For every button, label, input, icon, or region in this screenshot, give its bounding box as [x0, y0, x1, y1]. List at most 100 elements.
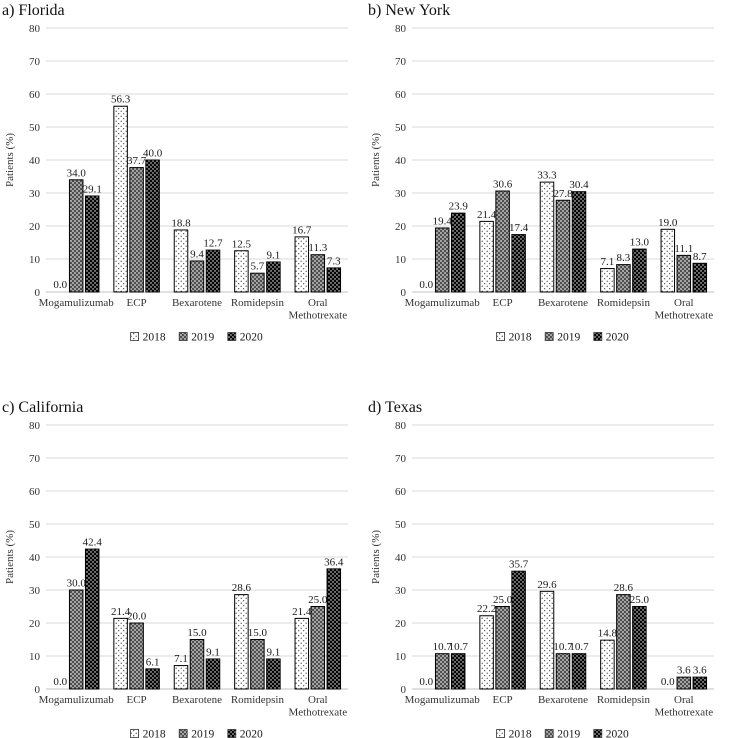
svg-text:Bexarotene: Bexarotene [538, 694, 588, 706]
legend-marker-2019 [544, 332, 554, 341]
bar-2020 [145, 159, 160, 293]
category-label: ECP [493, 297, 513, 309]
bar-2019 [310, 606, 326, 690]
bar-value-label: 56.3 [111, 94, 131, 106]
bar-value-label: 17.4 [509, 222, 529, 234]
bar-2019 [495, 190, 510, 293]
category-label: Mogamulizumab [405, 694, 481, 706]
bar-2019 [616, 594, 631, 690]
bar-value-label: 27.8 [553, 188, 573, 200]
legend-label: 2019 [191, 729, 214, 738]
y-tick-label: 20 [29, 618, 41, 630]
panel-title: b) New York [368, 2, 451, 19]
legend-label: 2019 [191, 332, 214, 344]
svg-text:Methotrexate: Methotrexate [654, 707, 713, 719]
bars [434, 570, 708, 690]
bar-value-label: 20.0 [127, 611, 147, 623]
bar-2019 [434, 227, 450, 293]
bar-2019 [555, 653, 571, 690]
bar-value-label: 10.7 [449, 641, 469, 653]
y-tick-labels: 0 10 20 30 40 50 60 70 80 [395, 420, 407, 696]
bar-value-label: 12.7 [203, 238, 223, 250]
bar-value-label: 14.8 [598, 628, 618, 640]
bar-2019 [189, 639, 205, 690]
bar-2020 [145, 668, 160, 690]
bar-2019 [68, 179, 84, 293]
bar-value-label: 40.0 [143, 148, 163, 160]
bar-value-label: 5.7 [251, 261, 265, 273]
svg-text:Mogamulizumab: Mogamulizumab [405, 297, 481, 309]
y-tick-label: 10 [29, 254, 41, 266]
bar-value-label: 30.6 [493, 179, 513, 191]
bar-value-labels: 0.0 34.0 29.1 56.3 37.740.0 18.8 9.412.7 12.5 5.… [53, 94, 341, 291]
bars [68, 548, 342, 690]
bar-value-label: 29.6 [537, 579, 557, 591]
svg-text:Bexarotene: Bexarotene [172, 297, 222, 309]
bar-2020 [326, 267, 342, 293]
legend-label: 2018 [143, 729, 166, 738]
y-tick-label: 10 [29, 651, 41, 663]
bar-2018 [294, 617, 310, 690]
bar-2019 [68, 589, 84, 690]
bar-value-label: 33.3 [537, 170, 557, 182]
legend-marker-2020 [227, 729, 237, 738]
svg-text:Bexarotene: Bexarotene [172, 694, 222, 706]
category-label: Romidepsin [597, 297, 651, 309]
legend-label: 2020 [240, 332, 263, 344]
bar-value-label: 25.0 [630, 594, 650, 606]
bar-value-labels: 0.010.710.722.225.035.729.610.710.714.82… [419, 559, 707, 688]
y-axis-label: Patients (%) [4, 530, 16, 584]
category-label: ECP [127, 297, 147, 309]
bar-2018 [539, 590, 555, 690]
svg-text:ECP: ECP [493, 694, 513, 706]
y-tick-label: 10 [395, 254, 407, 266]
chart-panel-2: 0 10 20 30 40 50 60 70 80 Patients (%) 0.0 30.0 42.4… [4, 420, 348, 738]
bar-value-label: 3.6 [677, 665, 691, 677]
legend: 2018 2019 2020 [130, 729, 263, 738]
y-tick-label: 0 [35, 287, 41, 299]
y-tick-label: 40 [29, 552, 41, 564]
svg-text:Mogamulizumab: Mogamulizumab [39, 694, 115, 706]
y-tick-label: 20 [29, 221, 41, 233]
panel-new-york: b) New York 0 10 20 30 40 50 60 70 80 Patients (%… [366, 0, 732, 369]
y-tick-label: 60 [29, 89, 41, 101]
bar-2018 [234, 250, 249, 293]
y-axis-label: Patients (%) [4, 133, 16, 187]
bar-value-label: 19.4 [433, 215, 453, 227]
bar-value-label: 3.6 [693, 665, 707, 677]
y-tick-label: 0 [401, 287, 407, 299]
bar-value-label: 37.7 [127, 155, 147, 167]
bar-value-label: 0.0 [419, 676, 433, 688]
bar-value-label: 0.0 [53, 279, 67, 291]
legend-label: 2018 [509, 729, 532, 738]
category-label: Romidepsin [597, 694, 651, 706]
legend: 2018 2019 2020 [496, 729, 629, 738]
y-axis-label: Patients (%) [370, 530, 382, 584]
bar-value-label: 0.0 [661, 676, 675, 688]
bar-value-labels: 0.030.042.421.420.06.1 7.115.09.128.615.0… [53, 537, 344, 688]
bar-2019 [250, 639, 265, 690]
bar-value-label: 7.1 [174, 653, 188, 665]
category-label: Romidepsin [231, 297, 285, 309]
bar-value-label: 0.0 [419, 279, 433, 291]
y-tick-label: 80 [395, 420, 407, 432]
bar-2020 [632, 606, 647, 690]
bar-value-label: 25.0 [493, 594, 513, 606]
bar-value-label: 11.1 [674, 243, 693, 255]
y-tick-label: 30 [29, 188, 41, 200]
y-tick-labels: 0 10 20 30 40 50 60 70 80 [29, 23, 41, 299]
bar-2019 [495, 606, 510, 690]
bar-value-label: 12.5 [232, 238, 252, 250]
legend-marker-2020 [593, 729, 603, 738]
bar-value-label: 22.2 [477, 603, 496, 615]
bar-2018 [294, 236, 310, 293]
bar-2018 [173, 665, 189, 690]
y-tick-label: 60 [395, 89, 407, 101]
bar-value-label: 7.3 [327, 255, 341, 267]
bar-value-label: 28.6 [232, 582, 252, 594]
legend-marker-2020 [227, 332, 237, 341]
bar-value-label: 21.4 [292, 606, 312, 618]
bar-value-label: 7.1 [601, 256, 615, 268]
svg-text:Romidepsin: Romidepsin [231, 297, 285, 309]
